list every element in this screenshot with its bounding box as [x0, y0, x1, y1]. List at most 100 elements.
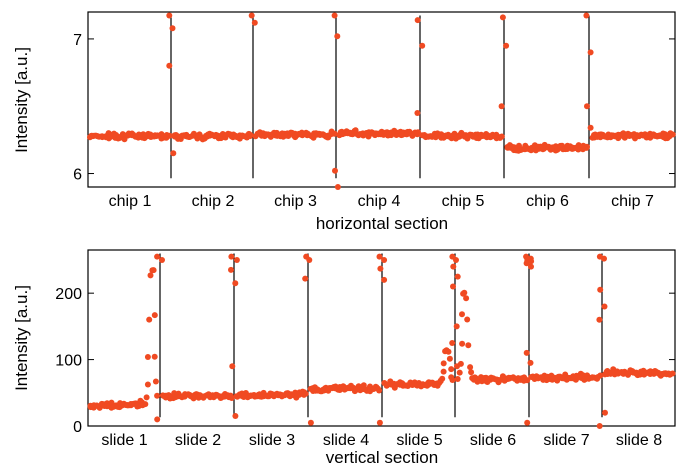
spike-point: [528, 263, 534, 270]
spike-point: [332, 167, 338, 174]
data-point: [468, 369, 475, 376]
x-category-label: slide 1: [101, 432, 147, 449]
data-point: [143, 394, 150, 401]
data-point: [584, 143, 590, 150]
data-point: [439, 375, 446, 382]
spike-point: [602, 409, 608, 416]
spike-point: [228, 253, 235, 260]
spike-point: [376, 419, 383, 426]
x-category-label: chip 3: [274, 193, 317, 210]
spike-point: [334, 33, 341, 40]
spike-point: [587, 49, 594, 56]
data-point: [154, 392, 161, 399]
data-point: [669, 370, 676, 377]
spike-point: [166, 12, 173, 19]
data-point: [151, 312, 158, 319]
x-category-label: chip 7: [611, 193, 654, 210]
data-point: [459, 340, 466, 347]
data-point: [228, 395, 235, 401]
spike-point: [454, 363, 460, 370]
x-category-label: chip 4: [358, 193, 401, 210]
spike-point: [583, 12, 590, 19]
spike-point: [169, 25, 176, 32]
spike-point: [419, 42, 426, 49]
data-point: [144, 354, 151, 360]
spike-point: [454, 273, 461, 280]
spike-point: [528, 258, 535, 265]
spike-point: [159, 257, 165, 263]
spike-point: [450, 283, 456, 290]
data-point: [247, 132, 254, 138]
spike-point: [498, 103, 505, 110]
data-point: [376, 387, 383, 394]
x-category-label: chip 1: [109, 193, 152, 210]
x-category-label: chip 6: [526, 193, 569, 210]
x-category-label: slide 7: [543, 432, 589, 449]
spike-point: [233, 257, 240, 263]
spike-point: [453, 257, 459, 263]
data-point: [463, 295, 470, 302]
data-point: [415, 129, 421, 136]
data-points: [87, 253, 676, 429]
spike-point: [527, 359, 534, 366]
spike-point: [334, 184, 341, 190]
spike-point: [248, 12, 255, 19]
boundary-lines: [170, 15, 590, 179]
data-point: [454, 376, 461, 382]
spike-point: [584, 103, 590, 110]
spike-point: [154, 416, 161, 423]
data-point: [150, 267, 157, 274]
y-tick-label: 200: [55, 286, 82, 303]
data-point: [464, 316, 471, 323]
data-point: [446, 355, 453, 362]
spike-point: [597, 286, 604, 293]
spike-point: [376, 253, 383, 260]
spike-point: [377, 265, 384, 272]
data-point: [669, 131, 676, 138]
data-point: [597, 372, 604, 379]
y-axis-title: Intensity [a.u.]: [12, 285, 31, 391]
x-category-label: slide 2: [175, 432, 221, 449]
spike-point: [228, 266, 234, 273]
spike-point: [232, 413, 239, 419]
y-ticks: 0 100 200: [55, 286, 675, 436]
data-point: [152, 378, 159, 385]
data-point: [448, 366, 455, 373]
spike-point: [381, 257, 388, 263]
data-points: [87, 12, 676, 190]
spike-point: [450, 263, 457, 270]
data-point: [445, 348, 452, 355]
data-point: [440, 368, 447, 375]
plot-frame: [87, 11, 676, 188]
x-category-labels: chip 1 chip 2 chip 3 chip 4 chip 5 chip 6 chip…: [109, 193, 654, 210]
data-point: [461, 289, 468, 296]
spike-point: [306, 257, 313, 263]
y-axis-title: Intensity [a.u.]: [12, 47, 31, 153]
spike-point: [523, 260, 530, 267]
x-category-label: slide 3: [249, 432, 295, 449]
plot-frame: [87, 249, 676, 427]
spike-point: [307, 419, 314, 426]
spike-point: [453, 323, 460, 330]
spike-point: [596, 316, 603, 323]
data-point: [524, 377, 531, 384]
data-point: [146, 316, 153, 323]
data-point: [144, 381, 151, 388]
data-point: [498, 133, 505, 140]
data-point: [302, 390, 309, 397]
data-point: [465, 342, 472, 349]
spike-point: [331, 12, 338, 19]
y-tick-label: 6: [73, 167, 82, 184]
data-point: [166, 132, 173, 139]
spike-point: [596, 423, 603, 429]
spike-point: [601, 303, 608, 310]
y-tick-label: 100: [55, 353, 82, 370]
x-category-labels: slide 1 slide 2 slide 3 slide 4 slide 5 slide…: [101, 432, 662, 449]
spike-point: [166, 62, 173, 69]
spike-point: [524, 419, 531, 426]
data-point: [147, 272, 154, 279]
data-point: [151, 353, 158, 360]
data-point: [331, 130, 338, 137]
